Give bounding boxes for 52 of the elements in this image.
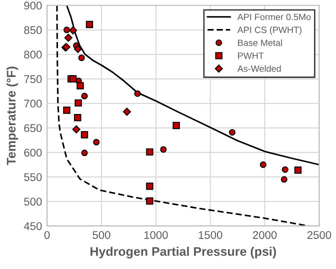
legend-label: API CS (PWHT) [237,26,302,35]
y-tick-label: 600 [24,148,42,157]
point [74,114,82,122]
y-tick-label: 850 [24,26,42,34]
point [280,176,288,183]
y-tick-label: 550 [24,173,42,182]
legend-label: PWHT [238,52,264,59]
x-tick-label: 1500 [198,231,222,239]
y-tick-label: 800 [24,50,42,59]
y-tick-label: 450 [24,222,42,230]
point [69,26,78,34]
point [78,54,85,62]
point [81,92,88,100]
point [282,166,288,173]
point [63,106,70,114]
point [76,82,84,90]
legend-label: API Former 0.5Mo [237,14,311,20]
y-tick-label: 650 [24,124,42,132]
point [294,166,302,174]
point [64,34,72,42]
point [63,26,70,34]
y-tick-label: 750 [24,75,42,84]
legend-label: Base Metal [238,39,282,46]
y-tick-label: 900 [24,2,42,10]
point [74,44,82,54]
y-tick-label: 700 [24,100,42,108]
y-tick-label: 500 [24,198,42,206]
point [146,182,154,190]
point [93,138,100,146]
point [80,131,88,138]
x-tick-label: 0 [44,231,50,239]
point [172,122,180,130]
point [81,150,88,156]
legend-label: As-Welded [237,65,281,72]
x-axis-title: Hydrogen Partial Pressure (psi) [90,246,276,258]
x-tick-label: 2000 [252,231,277,239]
point [122,108,131,116]
point [228,129,236,136]
point [72,125,80,134]
line-series [66,5,320,166]
line-series [56,5,310,226]
point [146,197,154,205]
point [86,20,94,28]
x-tick-label: 500 [92,231,110,239]
y-axis-title: Temperature (°F) [6,66,18,166]
point [74,99,82,107]
x-tick-label: 1000 [144,231,168,239]
point [146,148,154,156]
x-tick-label: 2500 [307,231,332,239]
point [260,161,266,168]
point [134,90,141,97]
point [160,146,167,153]
